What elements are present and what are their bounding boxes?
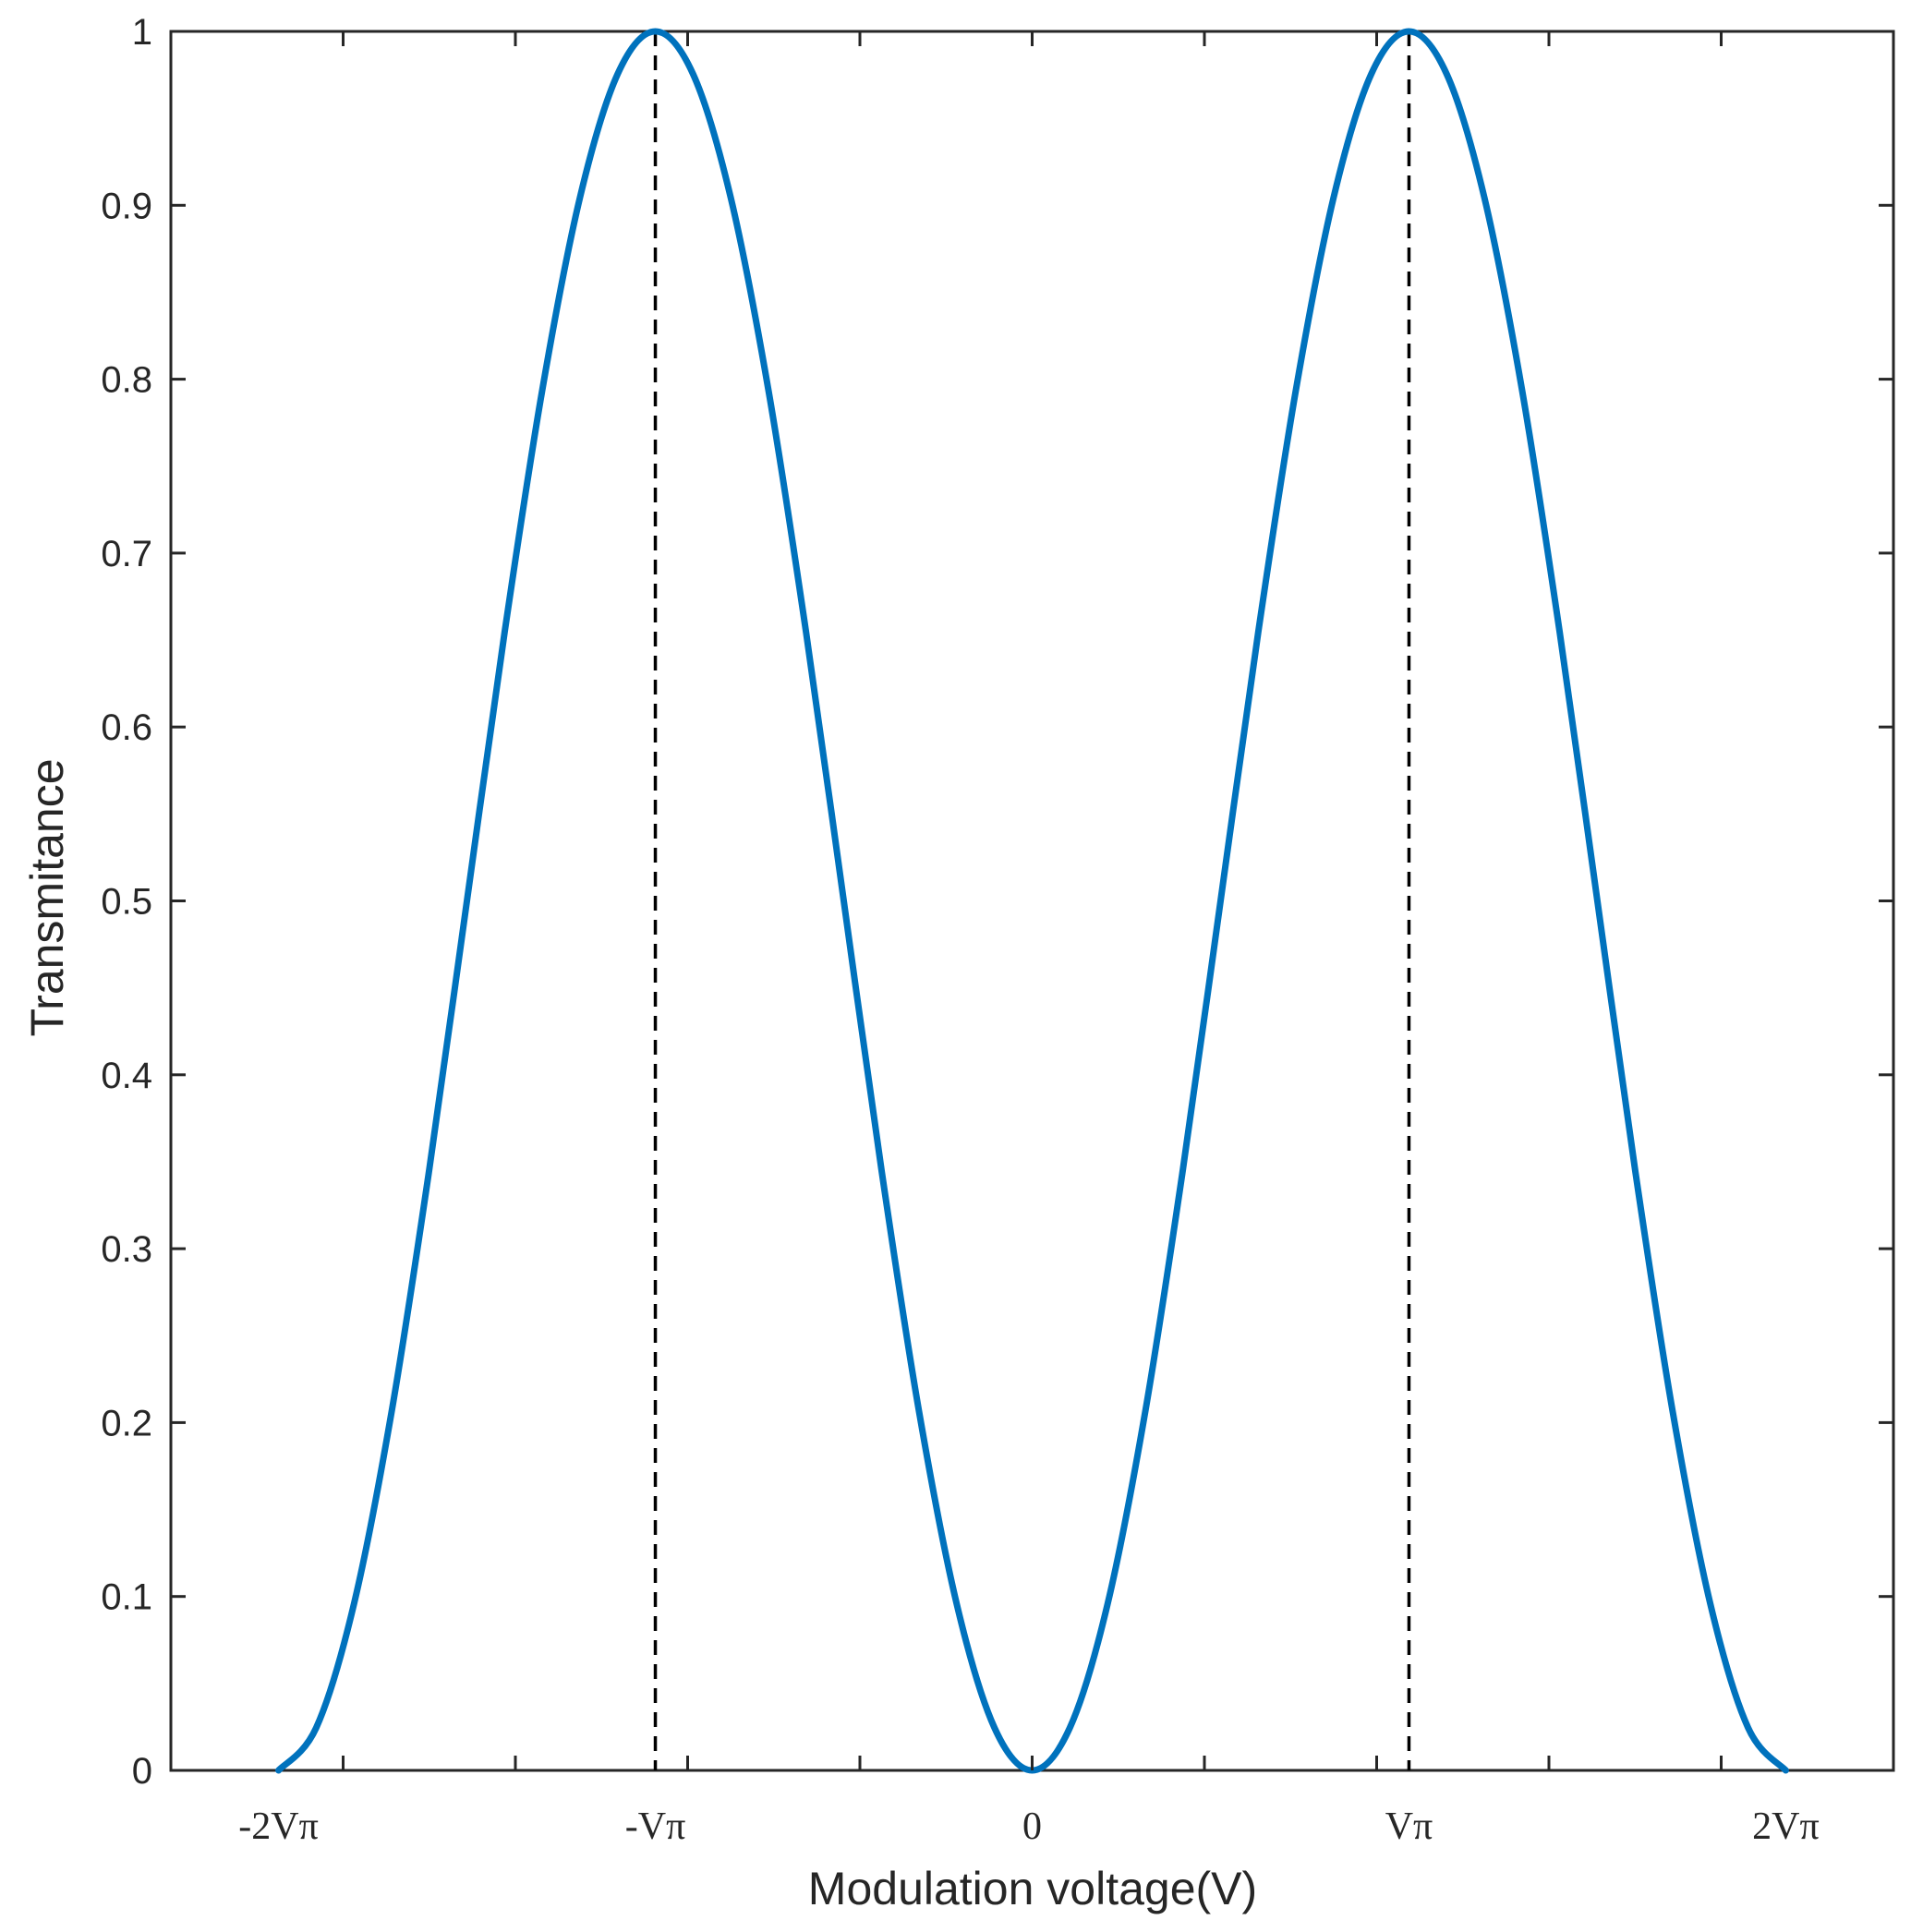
y-tick-label: 0 [132, 1751, 152, 1792]
y-tick-label: 0.8 [101, 360, 152, 401]
x-tick-label: -2Vπ [238, 1805, 319, 1848]
y-tick-label: 0.4 [101, 1056, 152, 1096]
reference-lines [653, 31, 1411, 1770]
y-tick-label: 0.7 [101, 534, 152, 574]
y-tick-label: 0.5 [101, 882, 152, 923]
plot-frame [169, 30, 1895, 1772]
y-tick-label: 0.3 [101, 1229, 152, 1270]
x-axis-label: Modulation voltage(V) [808, 1863, 1257, 1914]
y-tick-label: 0.1 [101, 1577, 152, 1618]
ticks-layer: 0 0.1 0.2 0.3 0.4 0.5 0.6 0.7 0.8 0.9 1 -2Vπ -Vπ 0 Vπ 2… [101, 12, 1893, 1848]
y-tick-label: 0.9 [101, 186, 152, 226]
x-tick-label: 0 [1022, 1805, 1042, 1848]
plot-area [169, 30, 1895, 1772]
y-tick-label: 0.6 [101, 707, 152, 748]
y-tick-label: 1 [132, 12, 152, 53]
x-tick-label: Vπ [1385, 1805, 1433, 1848]
x-tick-label: -Vπ [625, 1805, 686, 1848]
y-tick-label: 0.2 [101, 1403, 152, 1443]
x-tick-label: 2Vπ [1752, 1805, 1820, 1848]
y-axis-label: Transmitance [21, 758, 73, 1036]
